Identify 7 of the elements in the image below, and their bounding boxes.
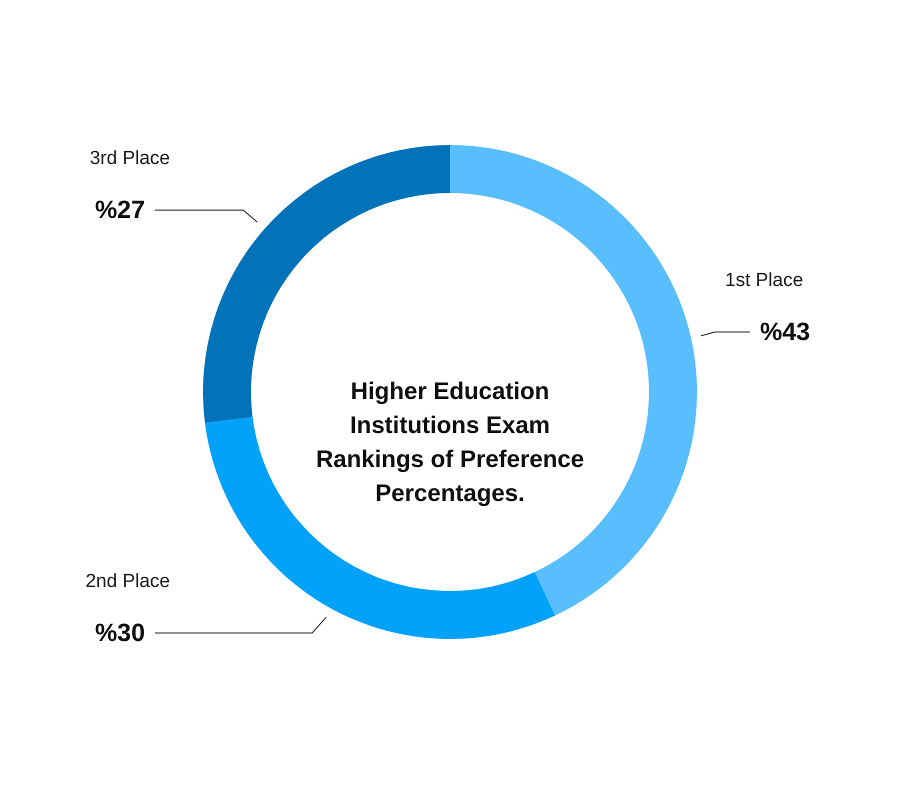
slice-label: 2nd Place bbox=[85, 570, 170, 592]
text: Higher Education Institutions Exam Rankings of Preference Percentages. bbox=[316, 378, 584, 507]
data-label: %43 bbox=[760, 318, 810, 346]
slice-label: 3rd Place bbox=[90, 148, 170, 170]
data-label: %30 bbox=[94, 618, 145, 647]
slice-label: 1st Place bbox=[725, 270, 804, 292]
data-label: %27 bbox=[94, 196, 145, 224]
